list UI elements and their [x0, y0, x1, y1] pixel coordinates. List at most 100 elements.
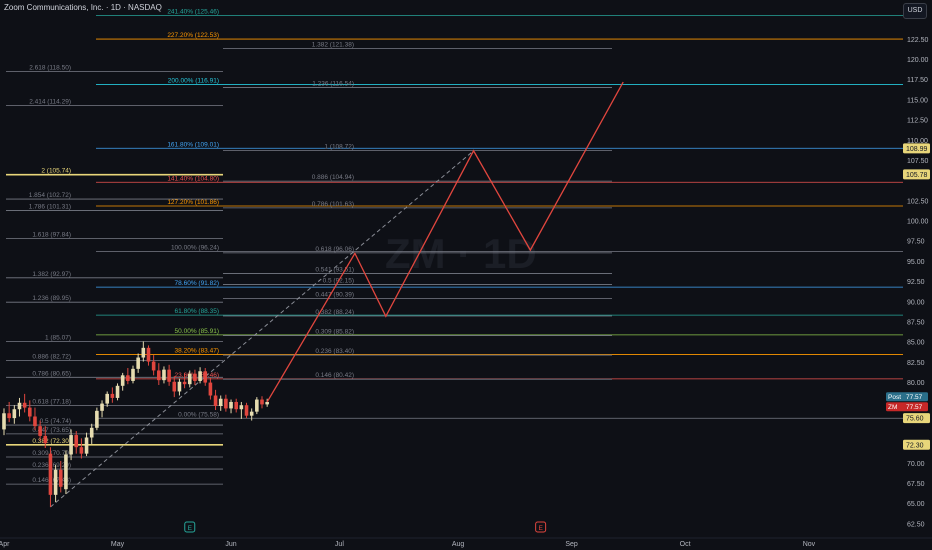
price-level-badge[interactable]: 105.78	[903, 169, 930, 180]
candle-body	[177, 381, 182, 392]
candle-body	[167, 369, 171, 382]
earnings-marker[interactable]: E	[184, 521, 196, 533]
fib-projection-level-label: 0.382 (88.24)	[315, 309, 354, 316]
fib-projection-level-label: 0.447 (90.39)	[315, 292, 354, 299]
fib-retracement-tool[interactable]: 241.40% (125.46) 227.20% (122.53) 200.00% …	[96, 8, 903, 419]
candle-body	[193, 373, 197, 381]
fib-projection-level-label: 0.309 (85.82)	[315, 329, 354, 336]
fib-extension-level-label: 0.382 (72.30)	[32, 438, 71, 445]
fib-extension-level-label: 0.447 (73.65)	[32, 427, 71, 434]
earnings-marker-letter: E	[188, 525, 193, 532]
earnings-marker-box	[535, 521, 547, 533]
earnings-marker[interactable]: E	[535, 521, 547, 533]
price-axis-tick: 82.50	[907, 360, 925, 367]
candle-body	[28, 407, 32, 417]
candle-body	[84, 437, 89, 454]
candle-body	[120, 375, 125, 386]
candle-body	[115, 385, 120, 398]
price-level-badge-value: 105.78	[906, 172, 928, 179]
fib-retracement-level-label: 100.00% (96.24)	[171, 244, 219, 251]
fib-projection-level-label: 0.886 (104.94)	[312, 174, 354, 181]
candle-body	[198, 371, 202, 381]
candle-body	[234, 401, 238, 410]
time-axis-label: Nov	[803, 541, 816, 548]
candle-body	[260, 399, 264, 405]
candle-body	[33, 416, 37, 427]
currency-button[interactable]: USD	[903, 3, 927, 19]
fib-extension-level-label: 1.786 (101.31)	[29, 203, 71, 210]
time-axis-label: Oct	[680, 541, 691, 548]
chart-title: Zoom Communications, Inc. · 1D · NASDAQ	[4, 3, 162, 12]
projection-path[interactable]	[266, 81, 624, 403]
fib-extension-tool[interactable]: 2.618 (118.50) 2.414 (114.29) 2 (105.74) 1.…	[6, 65, 223, 485]
price-axis-tick: 102.50	[907, 198, 929, 205]
earnings-marker-box	[184, 521, 196, 533]
candle-body	[48, 453, 53, 495]
fib-retracement-level-label: 200.00% (116.91)	[168, 77, 219, 84]
price-axis-tick: 100.00	[907, 219, 929, 226]
price-level-badge-value: 75.60	[906, 416, 924, 423]
last-price-badge[interactable]: ZM 77.57	[886, 402, 928, 412]
fib-retracement-level-label: 141.40% (104.80)	[167, 175, 219, 182]
candle-series	[2, 341, 269, 507]
time-axis-label: May	[111, 541, 125, 548]
trend-line-segment[interactable]	[50, 150, 474, 508]
time-axis[interactable]: Apr May Jun Jul Aug Sep Oct Nov	[0, 541, 816, 548]
candle-body	[239, 405, 244, 410]
price-axis-tick: 110.00	[907, 138, 928, 145]
candle-body	[69, 435, 73, 455]
post-market-badge-bg	[886, 392, 928, 402]
time-axis-label: Jul	[335, 541, 344, 548]
fib-extension-level-label: 1.382 (92.97)	[32, 271, 71, 278]
fib-extension-level-label: 0.309 (70.79)	[32, 450, 71, 457]
fib-projection-tool[interactable]: 1.382 (121.38) 1.236 (116.54) 1 (108.72) 0.…	[223, 41, 612, 380]
price-level-badge[interactable]: 75.60	[903, 413, 930, 424]
price-level-badge-value: 108.99	[906, 146, 928, 153]
post-market-badge[interactable]: Post 77.57	[886, 392, 928, 402]
price-level-badge[interactable]: 108.99	[903, 143, 930, 154]
price-axis-tick: 122.50	[907, 37, 929, 44]
price-level-badge[interactable]: 72.30	[903, 439, 930, 450]
candle-body	[141, 347, 146, 358]
fib-retracement-level-label: 23.60% (80.46)	[175, 372, 219, 379]
fib-extension-level-label: 1 (85.07)	[45, 335, 71, 342]
fib-extension-level-label: 2 (105.74)	[41, 168, 71, 175]
candle-body	[126, 375, 130, 381]
candle-body	[208, 382, 213, 396]
candle-body	[187, 373, 192, 385]
fib-retracement-level-label: 38.20% (83.47)	[175, 348, 219, 355]
candle-body	[7, 413, 11, 419]
symbol-watermark: ZM · 1D	[385, 230, 537, 277]
candle-body	[74, 435, 79, 448]
candle-body	[17, 402, 22, 410]
fib-retracement-level-label: 0.00% (75.58)	[178, 411, 219, 418]
candle-body	[58, 469, 63, 487]
time-axis-label: Aug	[452, 541, 465, 548]
dashed-trend-line[interactable]	[50, 150, 474, 508]
candle-body	[95, 410, 99, 428]
price-axis-tick: 107.50	[907, 158, 929, 165]
candle-body	[265, 401, 269, 405]
projection-polyline[interactable]	[266, 81, 624, 403]
candle-body	[249, 411, 254, 416]
candle-body	[64, 454, 68, 490]
price-axis-tick: 67.50	[907, 481, 925, 488]
candle-body	[182, 381, 187, 385]
fib-projection-level-label: 0.618 (96.06)	[315, 246, 354, 253]
candle-body	[244, 405, 249, 416]
candle-body	[172, 381, 177, 392]
time-axis-label: Jun	[225, 541, 236, 548]
price-axis-tick: 97.50	[907, 239, 925, 246]
candle-body	[203, 371, 208, 383]
price-axis[interactable]: 122.50 120.00 117.50 115.00 112.50 110.00 107.…	[886, 37, 930, 529]
price-axis-tick: 115.00	[907, 97, 928, 104]
price-level-badge-bg	[903, 143, 930, 154]
fib-retracement-level-label: 241.40% (125.46)	[167, 8, 219, 15]
fib-retracement-level-label: 61.80% (88.35)	[175, 308, 219, 315]
fib-projection-level-label: 0.236 (83.40)	[315, 348, 354, 355]
price-axis-tick: 90.00	[907, 299, 925, 306]
price-axis-tick: 70.00	[907, 461, 925, 468]
price-axis-tick: 80.00	[907, 380, 925, 387]
